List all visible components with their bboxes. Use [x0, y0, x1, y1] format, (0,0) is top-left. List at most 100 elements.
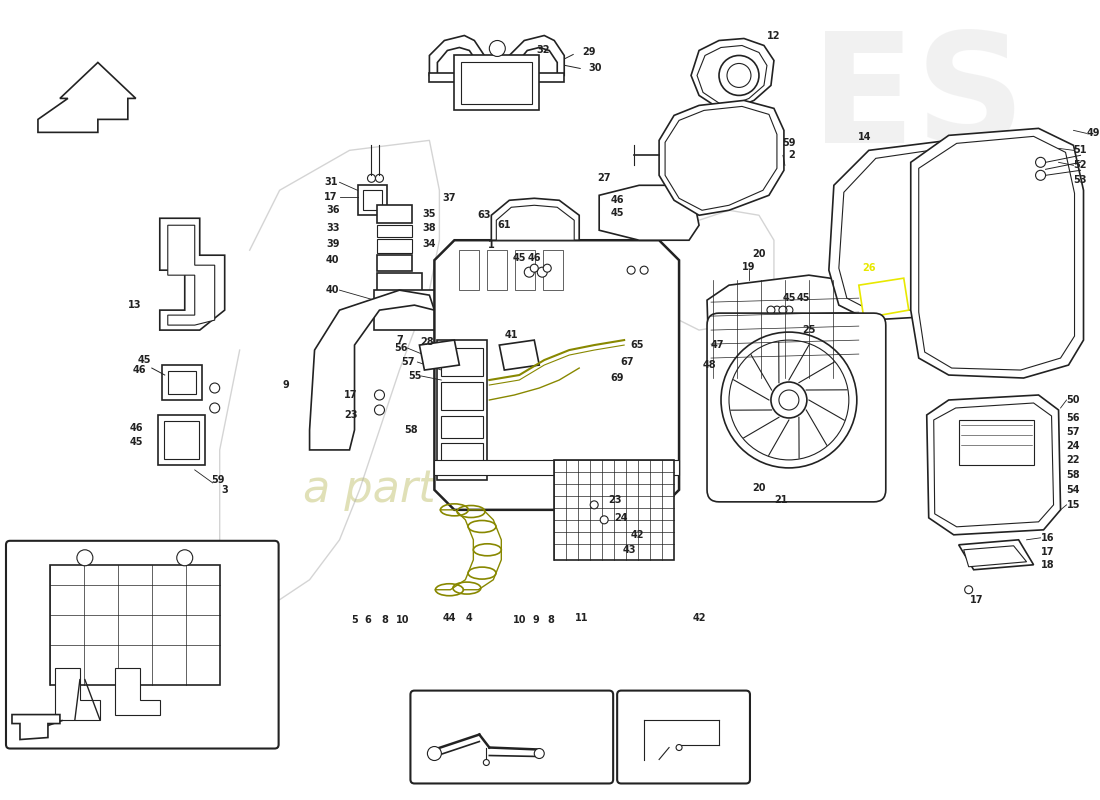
Text: 46: 46	[610, 195, 624, 206]
Text: 46: 46	[133, 365, 146, 375]
Text: 27: 27	[597, 174, 611, 183]
Text: 50: 50	[1067, 395, 1080, 405]
Text: 1: 1	[488, 240, 495, 250]
Polygon shape	[114, 668, 160, 714]
Polygon shape	[691, 38, 774, 109]
Text: 75: 75	[503, 699, 516, 710]
Text: 55: 55	[408, 371, 421, 381]
Text: 31: 31	[324, 178, 338, 187]
Text: 14: 14	[858, 132, 871, 142]
Circle shape	[530, 264, 538, 272]
Text: 16: 16	[1041, 533, 1054, 543]
Polygon shape	[839, 148, 1011, 312]
Text: 12: 12	[767, 30, 781, 41]
FancyBboxPatch shape	[6, 541, 278, 749]
Text: 8: 8	[381, 614, 388, 625]
Text: 11: 11	[574, 613, 589, 622]
Bar	[554, 460, 674, 560]
Circle shape	[640, 266, 648, 274]
Polygon shape	[964, 546, 1026, 566]
Polygon shape	[499, 340, 539, 370]
Circle shape	[375, 174, 384, 182]
Polygon shape	[829, 330, 873, 360]
Text: 42: 42	[630, 530, 644, 540]
Circle shape	[771, 382, 807, 418]
Text: 63: 63	[477, 210, 492, 220]
Polygon shape	[434, 240, 679, 510]
Polygon shape	[157, 415, 205, 465]
Text: 39: 39	[326, 239, 340, 250]
Text: 67: 67	[620, 357, 634, 367]
Polygon shape	[959, 540, 1034, 570]
Polygon shape	[12, 714, 59, 739]
Text: 48: 48	[702, 360, 716, 370]
Polygon shape	[496, 206, 574, 240]
Circle shape	[720, 332, 857, 468]
Bar	[441, 382, 483, 410]
Text: 45: 45	[610, 208, 624, 218]
Circle shape	[1035, 170, 1046, 180]
Polygon shape	[666, 106, 777, 210]
Text: 17: 17	[970, 594, 983, 605]
Text: 45: 45	[513, 253, 526, 263]
Text: a part diagram: a part diagram	[304, 468, 635, 511]
Text: 35: 35	[422, 210, 437, 219]
Text: 8: 8	[548, 614, 554, 625]
Bar	[50, 565, 220, 685]
Text: 34: 34	[422, 239, 437, 250]
Polygon shape	[600, 186, 698, 240]
Text: 38: 38	[422, 223, 437, 234]
Text: 9: 9	[532, 614, 540, 625]
Text: 23: 23	[608, 495, 622, 505]
Bar	[461, 62, 532, 105]
Text: 58: 58	[1067, 470, 1080, 480]
Polygon shape	[859, 278, 909, 318]
Circle shape	[676, 745, 682, 750]
Text: 29: 29	[582, 47, 596, 58]
Text: 10: 10	[513, 614, 526, 625]
Polygon shape	[739, 382, 789, 413]
Text: 43: 43	[623, 545, 636, 554]
Text: 18: 18	[1041, 560, 1054, 570]
Text: 5: 5	[351, 614, 358, 625]
Circle shape	[374, 405, 385, 415]
Circle shape	[210, 403, 220, 413]
Circle shape	[785, 306, 793, 314]
Circle shape	[77, 550, 92, 566]
Bar	[377, 239, 412, 254]
Text: 21: 21	[774, 495, 788, 505]
Polygon shape	[168, 371, 196, 394]
Text: 20: 20	[752, 250, 766, 259]
Circle shape	[591, 501, 598, 509]
Circle shape	[965, 586, 972, 594]
Text: 2: 2	[789, 150, 795, 160]
Circle shape	[537, 267, 547, 277]
Text: 66: 66	[40, 620, 54, 630]
Text: 30: 30	[588, 63, 602, 74]
Text: 36: 36	[326, 206, 340, 215]
Polygon shape	[659, 101, 784, 215]
Bar	[441, 443, 483, 473]
Text: 54: 54	[1067, 485, 1080, 495]
Text: 13: 13	[128, 300, 142, 310]
Text: 26: 26	[862, 263, 876, 273]
Text: 49: 49	[1087, 128, 1100, 138]
Bar	[441, 348, 483, 376]
FancyBboxPatch shape	[617, 690, 750, 783]
Text: 19: 19	[742, 262, 756, 272]
Polygon shape	[934, 403, 1054, 527]
Text: 46: 46	[130, 423, 144, 433]
Text: 42: 42	[692, 613, 706, 622]
Text: 32: 32	[537, 46, 550, 55]
Text: 57: 57	[1067, 427, 1080, 437]
Text: 17: 17	[324, 192, 338, 202]
Text: 56: 56	[1067, 413, 1080, 423]
Text: 45: 45	[796, 293, 810, 303]
Text: 72: 72	[448, 699, 461, 710]
Polygon shape	[419, 340, 460, 370]
Polygon shape	[434, 460, 679, 475]
Bar	[377, 273, 422, 295]
Circle shape	[428, 746, 441, 761]
Text: 6: 6	[364, 614, 371, 625]
Polygon shape	[164, 421, 199, 459]
